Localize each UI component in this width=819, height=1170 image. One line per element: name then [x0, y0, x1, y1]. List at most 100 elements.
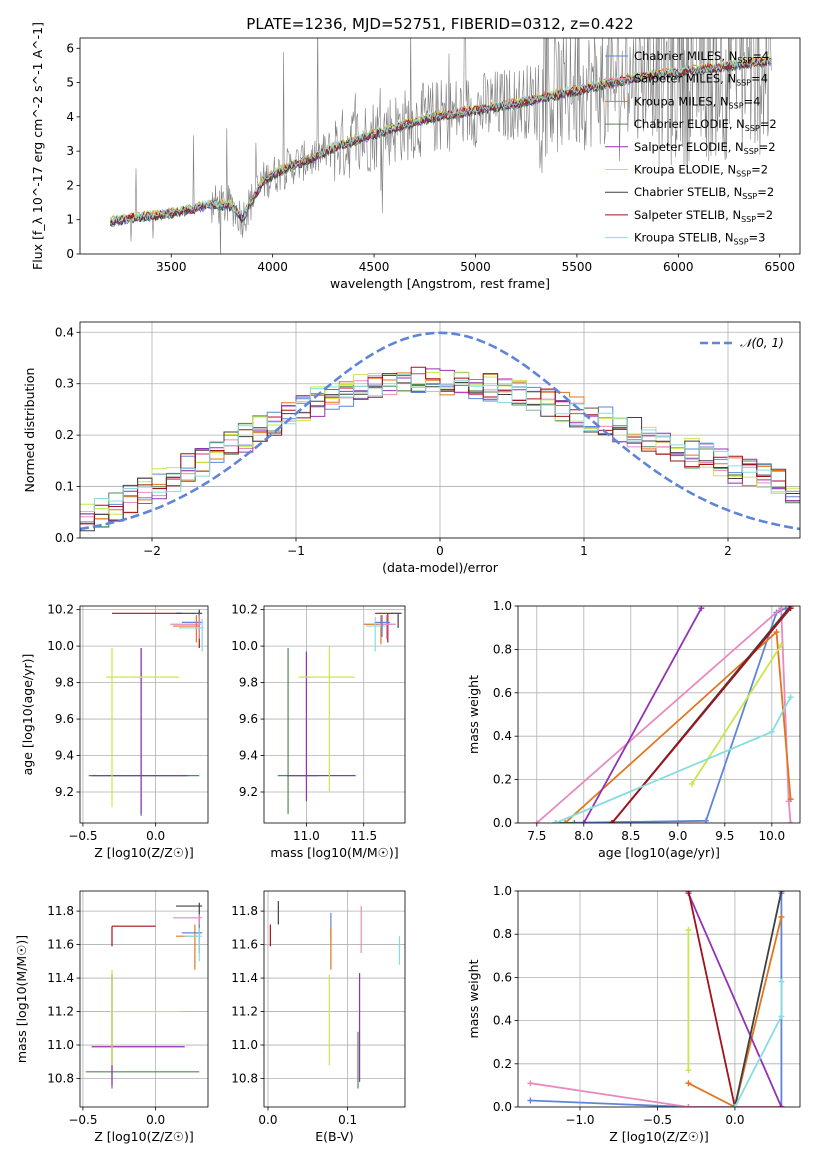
- plus-marker: [685, 1104, 692, 1107]
- y-tick-label: 10.2: [47, 603, 74, 617]
- x-axis-label: E(B-V): [315, 1129, 354, 1144]
- errorbar-point: [106, 647, 179, 807]
- y-tick-label: 11.2: [47, 1005, 74, 1019]
- plus-marker: [787, 694, 794, 701]
- weight-line: [530, 893, 783, 1107]
- errorbar-point: [286, 651, 356, 802]
- y-tick-label: 9.4: [239, 749, 258, 763]
- errorbar-point: [176, 609, 203, 627]
- plus-marker: [778, 978, 785, 985]
- y-tick-label: 11.6: [231, 938, 258, 952]
- plus-marker: [685, 891, 692, 894]
- x-tick-label: 7.5: [527, 829, 546, 843]
- legend: 𝒩(0, 1): [700, 336, 784, 350]
- axes-frame: [79, 890, 209, 1108]
- y-tick-label: 11.8: [231, 904, 258, 918]
- x-tick-label: 3500: [156, 260, 187, 274]
- plus-marker: [571, 820, 578, 823]
- y-tick-label: 0.0: [55, 531, 74, 545]
- x-tick-label: 11.5: [350, 829, 377, 843]
- x-tick-label: −0.5: [68, 829, 97, 843]
- x-tick-label: 0.0: [258, 1113, 277, 1127]
- errorbar-point: [391, 612, 402, 628]
- x-tick-label: 0: [436, 544, 444, 558]
- y-tick-label: 0.8: [493, 642, 512, 656]
- weight-line: [555, 607, 787, 823]
- plus-marker: [552, 820, 559, 823]
- plus-marker: [562, 820, 568, 823]
- errorbar-point: [91, 974, 185, 1086]
- y-tick-label: 1.0: [493, 599, 512, 613]
- y-tick-label: 4: [66, 110, 74, 124]
- plus-marker: [778, 642, 785, 649]
- y-tick-label: 0.6: [493, 970, 512, 984]
- x-tick-label: −2: [143, 544, 161, 558]
- errorbar-point: [184, 927, 203, 962]
- x-tick-label: 9.5: [715, 829, 734, 843]
- plot-area: [264, 606, 405, 823]
- plus-marker: [787, 796, 794, 803]
- weight-line: [611, 607, 792, 823]
- plus-marker: [778, 1104, 785, 1107]
- x-tick-label: 8.5: [621, 829, 640, 843]
- axes-frame: [517, 605, 801, 824]
- legend-label: Kroupa MILES, NSSP=4: [634, 94, 760, 110]
- x-axis-label: Z [log10(Z/Z☉)]: [609, 1129, 709, 1144]
- x-axis-label: Z [log10(Z/Z☉)]: [94, 845, 194, 860]
- panel-mass-weight-vs-Z: −1.0 −0.5 0.0 0.0 0.2 0.4 0.6 0.8 1.0 Z [log10(Z/…: [466, 884, 801, 1144]
- chart-title: PLATE=1236, MJD=52751, FIBERID=0312, z=0…: [246, 15, 633, 33]
- errorbar-point: [109, 969, 179, 1066]
- axes: −0.5 0.0 10.8 11.0 11.2 11.4 11.6 11.8: [47, 904, 165, 1127]
- plus-marker: [685, 926, 692, 933]
- axes: 3500 4000 4500 5000 5500 6000 6500 0 1 2 3 4 5 6: [66, 41, 795, 274]
- y-tick-label: 0.4: [55, 325, 74, 339]
- x-tick-label: −0.5: [68, 1113, 97, 1127]
- errorbar-point: [298, 646, 355, 792]
- x-tick-label: 9.0: [668, 829, 687, 843]
- y-tick-label: 0.3: [55, 377, 74, 391]
- legend-label: Chabrier STELIB, NSSP=2: [634, 185, 774, 201]
- axes: −1.0 −0.5 0.0 0.0 0.2 0.4 0.6 0.8 1.0: [493, 884, 745, 1127]
- weight-line: [691, 644, 782, 785]
- y-tick-label: 0.2: [493, 773, 512, 787]
- x-axis-label: mass [log10(M/M☉)]: [270, 845, 398, 860]
- histogram-step: [80, 374, 800, 512]
- plus-marker: [778, 913, 785, 920]
- x-tick-label: 4500: [359, 260, 390, 274]
- errorbar-point: [88, 647, 200, 816]
- observed-spectrum: [110, 38, 772, 254]
- y-tick-label: 0.8: [493, 927, 512, 941]
- x-tick-label: 0.0: [146, 829, 165, 843]
- plot-area: [80, 322, 800, 538]
- x-tick-label: 0.0: [146, 1113, 165, 1127]
- y-axis-label: mass weight: [466, 959, 481, 1038]
- y-tick-label: 5: [66, 76, 74, 90]
- errorbar-point: [377, 615, 396, 639]
- y-tick-label: 1.0: [493, 884, 512, 898]
- y-tick-label: 0.1: [55, 480, 74, 494]
- normal-reference-curve: [80, 331, 800, 531]
- x-tick-label: 0.0: [725, 1113, 744, 1127]
- y-tick-label: 10.0: [231, 639, 258, 653]
- legend-label: Kroupa ELODIE, NSSP=2: [634, 163, 768, 179]
- axes: −2 −1 0 1 2 0.0 0.1 0.2 0.3 0.4: [55, 325, 732, 558]
- y-tick-label: 3: [66, 144, 74, 158]
- y-tick-label: 0.0: [493, 1100, 512, 1114]
- y-tick-label: 9.6: [239, 712, 258, 726]
- y-tick-label: 0.6: [493, 686, 512, 700]
- plus-marker: [688, 780, 695, 787]
- plot-area: [518, 891, 800, 1107]
- weight-line: [687, 891, 736, 1107]
- panel-age-vs-Z: −0.5 0.0 9.2 9.4 9.6 9.8 10.0 10.2 Z [log10(Z/Z☉…: [20, 603, 209, 860]
- x-tick-label: 0.1: [338, 1113, 357, 1127]
- plus-marker: [731, 1104, 738, 1107]
- plus-marker: [778, 891, 785, 894]
- y-tick-label: 10.8: [231, 1072, 258, 1086]
- plot-area: [110, 38, 772, 254]
- panel-age-vs-mass: 11.0 11.5 9.2 9.4 9.6 9.8 10.0 10.2 mass [log10(…: [231, 603, 406, 860]
- y-axis-label: Flux [f_λ 10^-17 erg cm^-2 s^-1 A^-1]: [30, 22, 45, 270]
- y-tick-label: 0: [66, 247, 74, 261]
- y-tick-label: 11.8: [47, 904, 74, 918]
- y-tick-label: 11.0: [231, 1038, 258, 1052]
- x-axis-label: age [log10(age/yr)]: [598, 845, 720, 860]
